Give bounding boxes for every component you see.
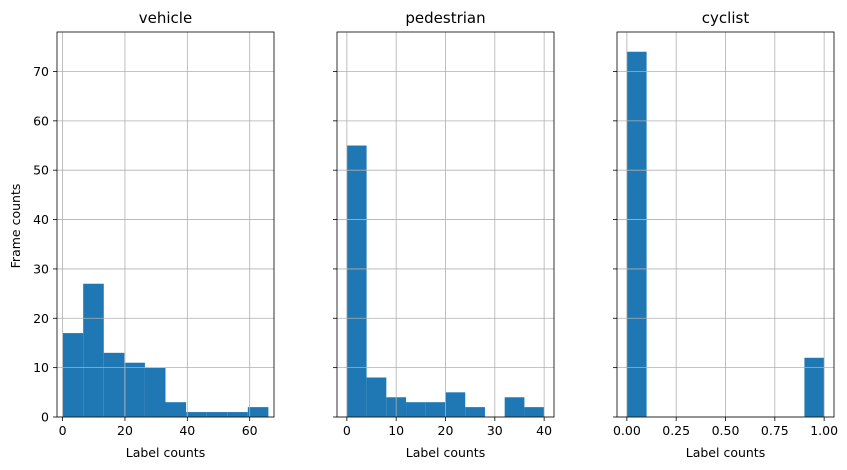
panel-vehicle-x-axis-label: Label counts — [126, 445, 205, 460]
panel-pedestrian-bar — [406, 402, 426, 417]
panel-pedestrian-bar — [366, 377, 387, 417]
panel-cyclist-bar — [804, 357, 825, 417]
panel-pedestrian-bar — [425, 402, 446, 417]
panel-cyclist-x-tick-label: 0.75 — [761, 423, 789, 438]
panel-vehicle-y-tick-label: 60 — [33, 113, 49, 128]
panel-vehicle-y-tick-label: 20 — [33, 311, 49, 326]
panel-vehicle-bar — [247, 407, 269, 417]
panel-vehicle-x-tick-label: 20 — [117, 423, 133, 438]
panel-cyclist-x-axis-label: Label counts — [686, 445, 765, 460]
panel-cyclist-x-tick-label: 0.25 — [662, 423, 690, 438]
panel-vehicle-x-tick-label: 0 — [59, 423, 67, 438]
panel-vehicle-y-tick-label: 30 — [33, 261, 49, 276]
panel-pedestrian-x-tick-label: 40 — [536, 423, 552, 438]
panel-pedestrian-x-tick-label: 30 — [487, 423, 503, 438]
panel-vehicle-x-tick-label: 40 — [179, 423, 195, 438]
panel-pedestrian-bar — [504, 397, 525, 417]
panel-cyclist-x-tick-label: 0.00 — [613, 423, 641, 438]
panel-vehicle-y-tick-label: 0 — [41, 410, 49, 425]
panel-pedestrian-x-axis-label: Label counts — [406, 445, 485, 460]
panel-vehicle-y-tick-label: 50 — [33, 163, 49, 178]
panel-cyclist-x-tick-label: 0.50 — [712, 423, 740, 438]
panel-cyclist-bar — [626, 51, 647, 418]
panel-vehicle-y-tick-label: 70 — [33, 64, 49, 79]
panel-vehicle-bar — [124, 362, 145, 417]
panel-vehicle-bar — [83, 283, 104, 417]
panel-vehicle-title: vehicle — [139, 9, 192, 27]
panel-vehicle-x-tick-label: 60 — [242, 423, 258, 438]
panel-vehicle-bar — [165, 402, 187, 417]
panel-vehicle-bar — [103, 352, 125, 417]
panel-pedestrian-bar — [465, 407, 485, 417]
panel-vehicle-bar — [62, 333, 84, 417]
panel-pedestrian-bar — [346, 145, 367, 417]
panel-vehicle-bar — [227, 412, 248, 417]
panel-vehicle-bar — [144, 367, 166, 417]
panel-pedestrian-bar — [445, 392, 466, 417]
panel-vehicle-y-tick-label: 40 — [33, 212, 49, 227]
panel-pedestrian-bar — [524, 407, 545, 417]
panel-pedestrian-title: pedestrian — [405, 9, 485, 27]
panel-pedestrian-x-tick-label: 0 — [343, 423, 351, 438]
panel-vehicle-y-tick-label: 10 — [33, 360, 49, 375]
panel-pedestrian-x-tick-label: 20 — [438, 423, 454, 438]
panel-vehicle-bar — [206, 412, 228, 417]
panel-vehicle-bar — [186, 412, 207, 417]
panel-pedestrian-x-tick-label: 10 — [388, 423, 404, 438]
panel-vehicle-frame — [56, 31, 275, 418]
y-axis-label: Frame counts — [8, 184, 23, 269]
panel-cyclist-x-tick-label: 1.00 — [810, 423, 838, 438]
panel-cyclist-title: cyclist — [702, 9, 750, 27]
